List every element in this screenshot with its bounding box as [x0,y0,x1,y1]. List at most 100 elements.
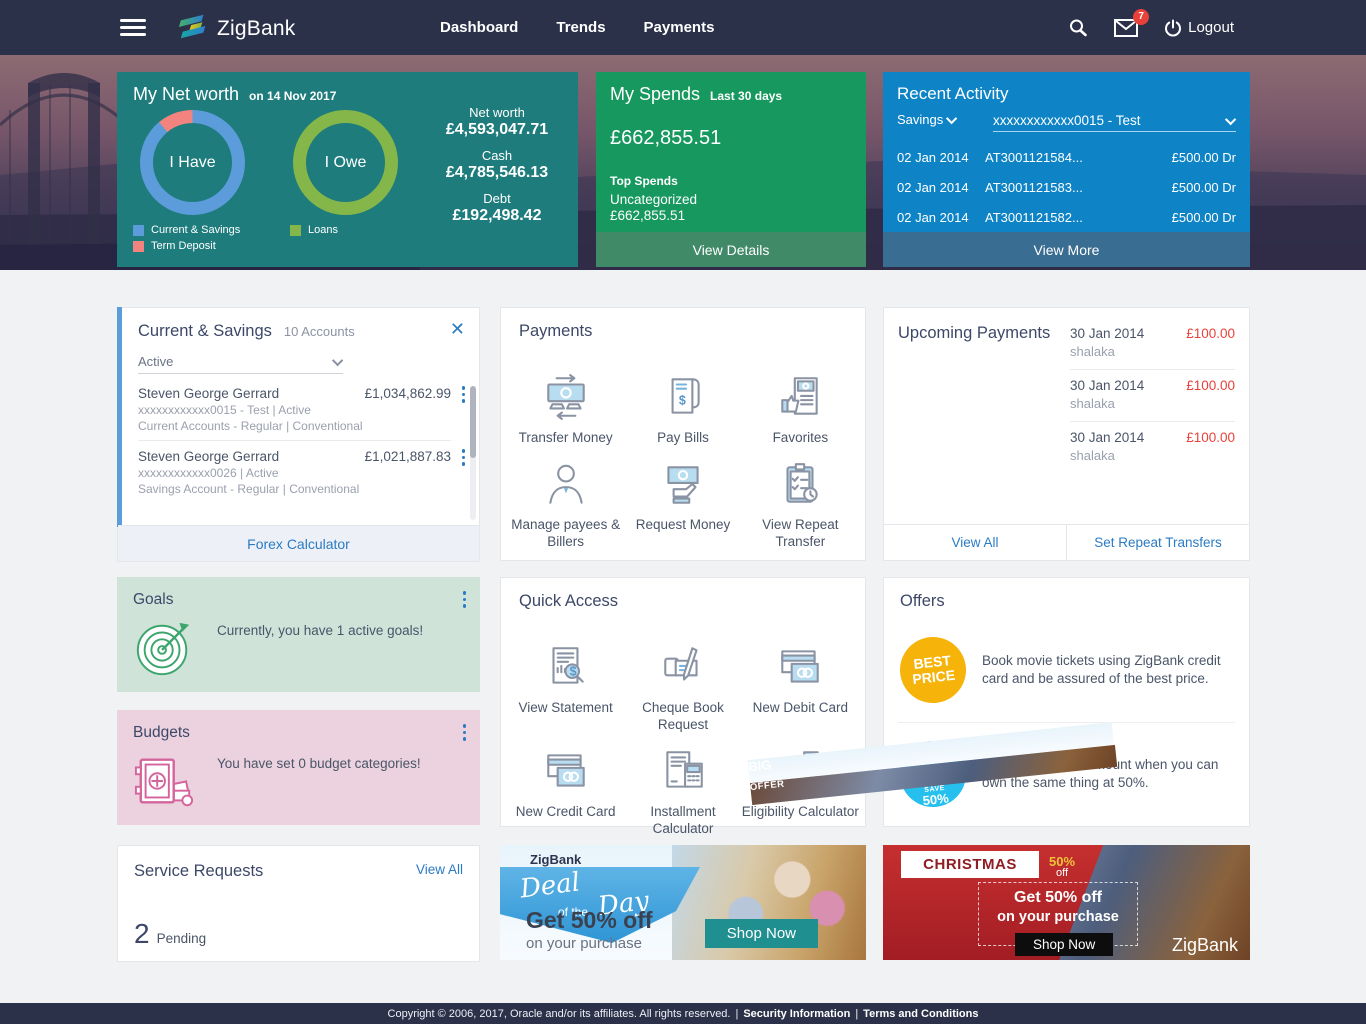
manage-payees-icon [548,464,583,504]
chevron-down-icon [1224,113,1237,125]
goals-title: Goals [133,591,174,608]
current-savings-card: Current & Savings 10 Accounts ✕ Active S… [117,307,480,562]
new-credit-card-item[interactable]: New Credit Card [507,734,624,838]
activity-rows: 02 Jan 2014 AT3001121584... £500.00 Dr 02 … [897,142,1236,232]
main-nav: Dashboard Trends Payments [440,0,714,55]
request-money-item[interactable]: Request Money [624,447,741,551]
activity-account-dropdown[interactable]: xxxxxxxxxxxx0015 - Test [993,110,1237,132]
view-details-button[interactable]: View Details [596,232,866,267]
nav-payments[interactable]: Payments [643,19,715,36]
offer-item[interactable]: BEST PRICE Book movie tickets using ZigBa… [884,620,1249,720]
account-number: xxxxxxxxxxxx0015 - Test | Active [138,403,311,417]
installment-calculator-item[interactable]: Installment Calculator [624,734,741,838]
account-menu-icon[interactable] [461,449,465,466]
view-repeat-transfer-icon [786,463,819,503]
chevron-down-icon [331,354,344,366]
logout-button[interactable]: Logout [1164,19,1234,37]
mail-icon[interactable]: 7 [1114,8,1150,37]
networth-title: My Net worth [133,84,240,104]
request-money-icon [667,466,699,504]
logout-label: Logout [1188,19,1234,36]
offer-item[interactable]: BIG OFFER SAVE 50% Don’t pay the full am… [747,722,1249,824]
shop-now-button[interactable]: Shop Now [1015,933,1114,956]
new-debit-card-item[interactable]: New Debit Card [742,630,859,734]
best-price-badge-icon: BEST PRICE [896,633,970,707]
debit-card-icon [781,650,820,683]
loans-swatch [290,224,301,236]
goal-target-icon [133,617,195,684]
view-all-payments-link[interactable]: View All [951,535,999,550]
i-have-donut: I Have [140,110,245,215]
main-content: Current & Savings 10 Accounts ✕ Active S… [0,270,1366,1003]
budgets-card[interactable]: Budgets You have set 0 budget categories… [117,710,480,825]
payments-card: Payments Transfer Money [500,307,866,561]
i-owe-label: I Owe [324,153,367,171]
pending-count: 2 [134,918,150,949]
mail-badge: 7 [1133,8,1150,25]
upcoming-row[interactable]: 30 Jan 2014 shalaka £100.00 [1070,318,1235,370]
banner-subline: on your purchase [997,909,1119,925]
hamburger-menu-icon[interactable] [120,19,146,36]
pending-label: Pending [156,931,207,946]
service-requests-title: Service Requests [134,862,264,880]
nav-trends[interactable]: Trends [556,19,606,36]
account-number: xxxxxxxxxxxx0026 | Active [138,466,279,480]
activity-row[interactable]: 02 Jan 2014 AT3001121582... £500.00 Dr [897,209,1236,225]
forex-calculator-link[interactable]: Forex Calculator [247,535,350,552]
i-have-label: I Have [169,153,216,171]
nav-dashboard[interactable]: Dashboard [440,19,519,36]
page-footer: Copyright © 2006, 2017, Oracle and/or it… [0,1003,1366,1024]
top-spends-label: Top Spends [610,174,678,188]
activity-row[interactable]: 02 Jan 2014 AT3001121584... £500.00 Dr [897,149,1236,165]
have-legend: Current & Savings Term Deposit [133,224,240,256]
budgets-menu-icon[interactable] [462,724,466,741]
transfer-money-item[interactable]: Transfer Money [507,360,624,447]
view-all-requests-link[interactable]: View All [415,862,463,877]
scrollbar-thumb[interactable] [470,386,476,458]
view-repeat-transfer-item[interactable]: View Repeat Transfer [742,447,859,551]
service-requests-card: Service Requests View All 2 Pending [117,845,480,962]
search-icon[interactable] [1068,18,1088,38]
svg-text:$: $ [679,393,686,407]
owe-legend: Loans [290,224,338,240]
activity-row[interactable]: 02 Jan 2014 AT3001121583... £500.00 Dr [897,179,1236,195]
deal-of-the-day-banner[interactable]: ZigBank Deal of the Day Get 50% off on y… [500,845,866,960]
terms-and-conditions-link[interactable]: Terms and Conditions [863,1007,979,1020]
networth-date: on 14 Nov 2017 [249,89,337,103]
activity-type-dropdown[interactable]: Savings [897,112,958,127]
copyright-text: Copyright © 2006, 2017, Oracle and/or it… [387,1007,731,1020]
account-status-dropdown[interactable]: Active [138,350,344,374]
budgets-title: Budgets [133,724,190,741]
banner-brand: ZigBank [1171,935,1238,955]
view-more-button[interactable]: View More [883,232,1250,267]
goals-menu-icon[interactable] [462,591,466,608]
power-icon [1165,19,1182,36]
upcoming-row[interactable]: 30 Jan 2014 shalaka £100.00 [1070,430,1235,463]
shop-now-button[interactable]: Shop Now [704,919,818,948]
cheque-book-request-item[interactable]: Cheque Book Request [624,630,741,734]
security-information-link[interactable]: Security Information [743,1007,851,1020]
set-repeat-transfers-link[interactable]: Set Repeat Transfers [1094,535,1222,550]
account-holder: Steven George Gerrard [138,386,280,401]
pay-bills-item[interactable]: $ Pay Bills [624,360,741,447]
offer-text: Book movie tickets using ZigBank credit … [982,652,1221,686]
budget-safe-icon [133,750,195,817]
transfer-money-icon [546,374,585,420]
account-row[interactable]: Steven George Gerrard £1,021,887.83 xxxx… [138,449,465,496]
manage-payees-item[interactable]: Manage payees & Billers [507,447,624,551]
brand-logo[interactable]: ZigBank [178,11,295,46]
view-statement-item[interactable]: $ View Statement [507,630,624,734]
fifty-percent-badge: 50% off [1049,854,1076,879]
upcoming-row[interactable]: 30 Jan 2014 shalaka £100.00 [1070,370,1235,422]
account-menu-icon[interactable] [461,386,465,403]
close-icon[interactable]: ✕ [449,319,465,339]
offers-card: Offers BEST PRICE Book movie tickets usin… [747,577,1250,827]
christmas-banner[interactable]: CHRISTMAS 50% off Get 50% off on your pu… [883,845,1250,960]
view-statement-icon: $ [552,647,584,684]
navbar-actions: 7 Logout [1068,0,1234,55]
goals-card[interactable]: Goals Currently, you have 1 active goals… [117,577,480,692]
favorites-item[interactable]: Favorites [742,360,859,447]
account-row[interactable]: Steven George Gerrard £1,034,862.99 xxxx… [138,386,465,433]
account-holder: Steven George Gerrard [138,449,280,464]
recent-activity-title: Recent Activity [897,84,1009,103]
